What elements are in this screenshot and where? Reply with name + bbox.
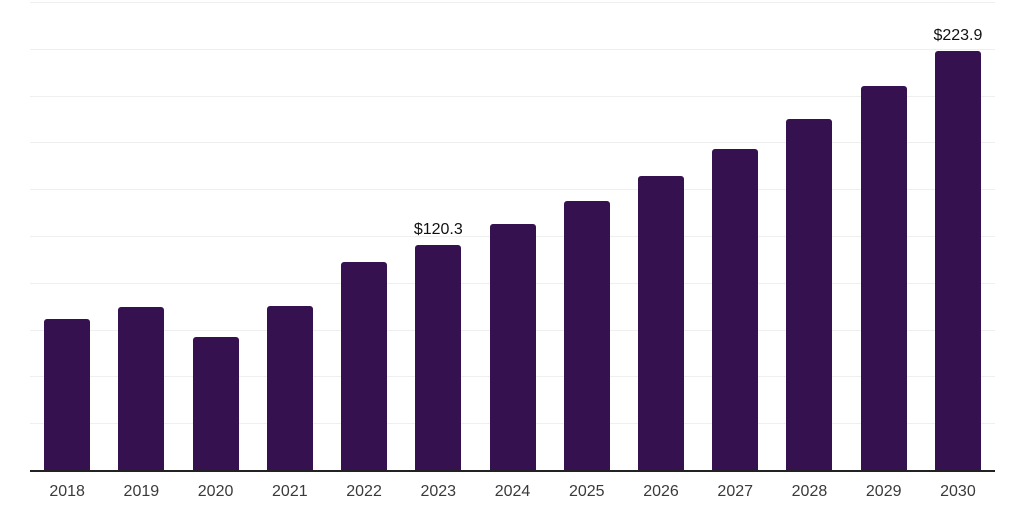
bar-2023[interactable]: $120.3: [414, 221, 463, 470]
x-tick-label-2028: 2028: [791, 483, 828, 500]
bar-band-2026: [624, 2, 698, 470]
gridline: [30, 95, 995, 97]
bar-band-2020: [178, 2, 252, 470]
bar-2025[interactable]: [563, 201, 610, 470]
x-tick-label-2030: 2030: [940, 483, 976, 500]
bar-2020[interactable]: [192, 336, 239, 470]
x-tick-label-2023: 2023: [420, 483, 457, 500]
x-axis-line: [30, 470, 995, 472]
bar-value-label-2030: $223.9: [933, 26, 983, 44]
bar-band-2030: $223.9: [921, 2, 995, 470]
gridline: [30, 48, 995, 50]
bar-2024[interactable]: [489, 223, 536, 470]
bar-2019[interactable]: [118, 307, 165, 470]
x-tick-label-2020: 2020: [197, 483, 234, 500]
bar-band-2022: [327, 2, 401, 470]
x-tick-label-2021: 2021: [272, 483, 308, 500]
bar-band-2021: [253, 2, 327, 470]
bar-band-2028: [772, 2, 846, 470]
x-tick-label-2018: 2018: [49, 483, 85, 500]
gridline: [30, 2, 995, 3]
x-axis-labels: 2018 2019 2020 2021 2022 2023 2024 2025 2026 2027…: [30, 483, 995, 501]
bar-2026[interactable]: [637, 176, 684, 470]
bar-2029[interactable]: [860, 86, 907, 470]
plot-area: $120.3 $223.9: [30, 2, 995, 470]
bar-2028[interactable]: [786, 119, 833, 470]
x-tick-label-2024: 2024: [494, 483, 531, 500]
x-tick-label-2022: 2022: [346, 483, 382, 500]
bar-2018[interactable]: [44, 319, 91, 470]
bar-2030[interactable]: $223.9: [933, 27, 982, 470]
bar-band-2023: $120.3: [401, 2, 475, 470]
x-tick-label-2025: 2025: [568, 483, 605, 500]
bars-container: $120.3 $223.9: [30, 2, 995, 470]
bar-band-2025: [550, 2, 624, 470]
bar-band-2024: [475, 2, 549, 470]
bar-value-label-2023: $120.3: [413, 220, 463, 238]
x-tick-label-2026: 2026: [643, 483, 679, 500]
x-tick-label-2029: 2029: [865, 483, 902, 500]
bar-band-2027: [698, 2, 772, 470]
x-tick-label-2019: 2019: [123, 483, 160, 500]
bar-2027[interactable]: [712, 148, 759, 470]
bar-band-2018: [30, 2, 104, 470]
bar-band-2029: [847, 2, 921, 470]
x-tick-label-2027: 2027: [717, 483, 754, 500]
bar-band-2019: [104, 2, 178, 470]
bar-2022[interactable]: [341, 262, 388, 470]
gridline: [30, 142, 995, 144]
gridline: [30, 189, 995, 191]
bar-2021[interactable]: [266, 306, 313, 470]
